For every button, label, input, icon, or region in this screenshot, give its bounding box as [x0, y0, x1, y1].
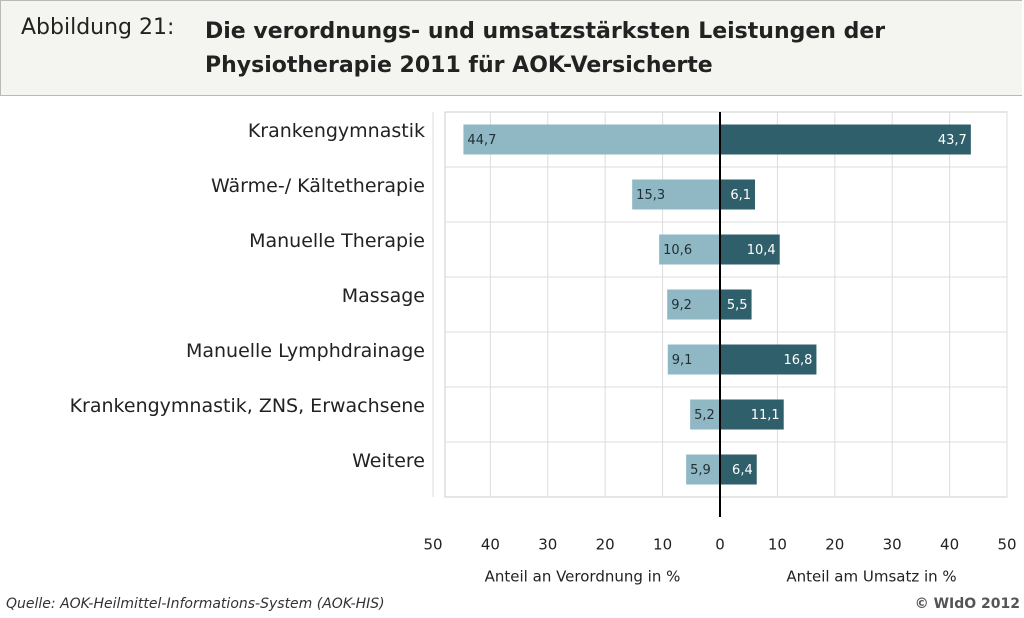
x-tick-label: 40: [940, 536, 959, 554]
source: Quelle: AOK-Heilmittel-Informations-Syst…: [6, 596, 385, 612]
value-label: 9,2: [671, 298, 692, 313]
value-label: 5,9: [690, 463, 711, 478]
x-tick-label: 50: [423, 536, 442, 554]
bar: [720, 454, 757, 485]
bar: [720, 234, 780, 265]
category-label: Wärme-/ Kältetherapie: [211, 175, 425, 197]
x-tick-label: 40: [481, 536, 500, 554]
bar: [720, 399, 784, 430]
x-tick-label: 30: [883, 536, 902, 554]
value-label: 11,1: [751, 408, 780, 423]
x-tick-label: 10: [768, 536, 787, 554]
value-label: 5,2: [694, 408, 715, 423]
copyright: © WIdO 2012: [914, 596, 1020, 612]
bar: [686, 454, 720, 485]
bar: [720, 179, 756, 210]
value-label: 6,1: [730, 188, 751, 203]
figure-label: Abbildung 21:: [21, 15, 175, 40]
category-label: Massage: [342, 285, 425, 307]
header: Abbildung 21: Die verordnungs- und umsat…: [0, 0, 1022, 96]
bar: [720, 124, 971, 155]
bar: [720, 344, 817, 375]
x-tick-label: 10: [653, 536, 672, 554]
x-tick-label: 30: [538, 536, 557, 554]
axis-label: Anteil am Umsatz in %: [786, 568, 956, 586]
x-tick-label: 0: [715, 536, 725, 554]
x-tick-label: 20: [825, 536, 844, 554]
chart-title: Die verordnungs- und umsatzstärksten Lei…: [205, 19, 886, 78]
bar: [690, 399, 720, 430]
value-label: 15,3: [636, 188, 665, 203]
bar: [463, 124, 720, 155]
category-label: Manuelle Lymphdrainage: [186, 340, 425, 362]
value-label: 16,8: [783, 353, 812, 368]
value-label: 9,1: [672, 353, 693, 368]
bar: [659, 234, 720, 265]
value-label: 43,7: [938, 133, 967, 148]
category-label: Weitere: [352, 450, 425, 472]
bar: [667, 344, 720, 375]
value-label: 5,5: [727, 298, 748, 313]
x-tick-label: 20: [596, 536, 615, 554]
category-label: Manuelle Therapie: [249, 230, 425, 252]
category-label: Krankengymnastik: [248, 120, 425, 142]
x-tick-label: 50: [997, 536, 1016, 554]
value-label: 44,7: [467, 133, 496, 148]
bar: [667, 289, 720, 320]
value-label: 6,4: [732, 463, 753, 478]
bar: [720, 289, 752, 320]
value-label: 10,4: [747, 243, 776, 258]
axis-label: Anteil an Verordnung in %: [485, 568, 681, 586]
value-label: 10,6: [663, 243, 692, 258]
bar: [632, 179, 720, 210]
category-label: Krankengymnastik, ZNS, Erwachsene: [70, 395, 425, 417]
